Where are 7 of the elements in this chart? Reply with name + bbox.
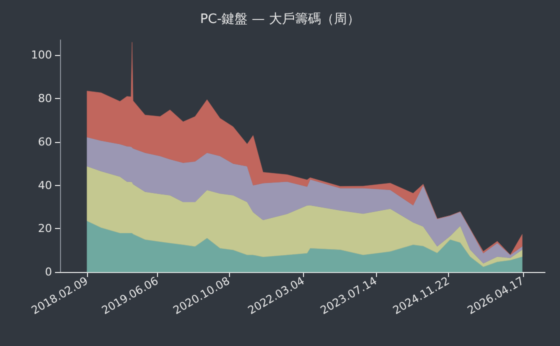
- y-tick-label: 60: [38, 135, 52, 148]
- y-tick-label: 0: [45, 266, 52, 278]
- y-tick-label: 20: [38, 222, 52, 236]
- y-tick-label: 40: [38, 178, 52, 192]
- y-tick-label: 80: [38, 92, 52, 106]
- chart-title: PC-鍵盤 — 大戶籌碼（周）: [200, 12, 360, 27]
- y-tick-label: 100: [31, 48, 52, 62]
